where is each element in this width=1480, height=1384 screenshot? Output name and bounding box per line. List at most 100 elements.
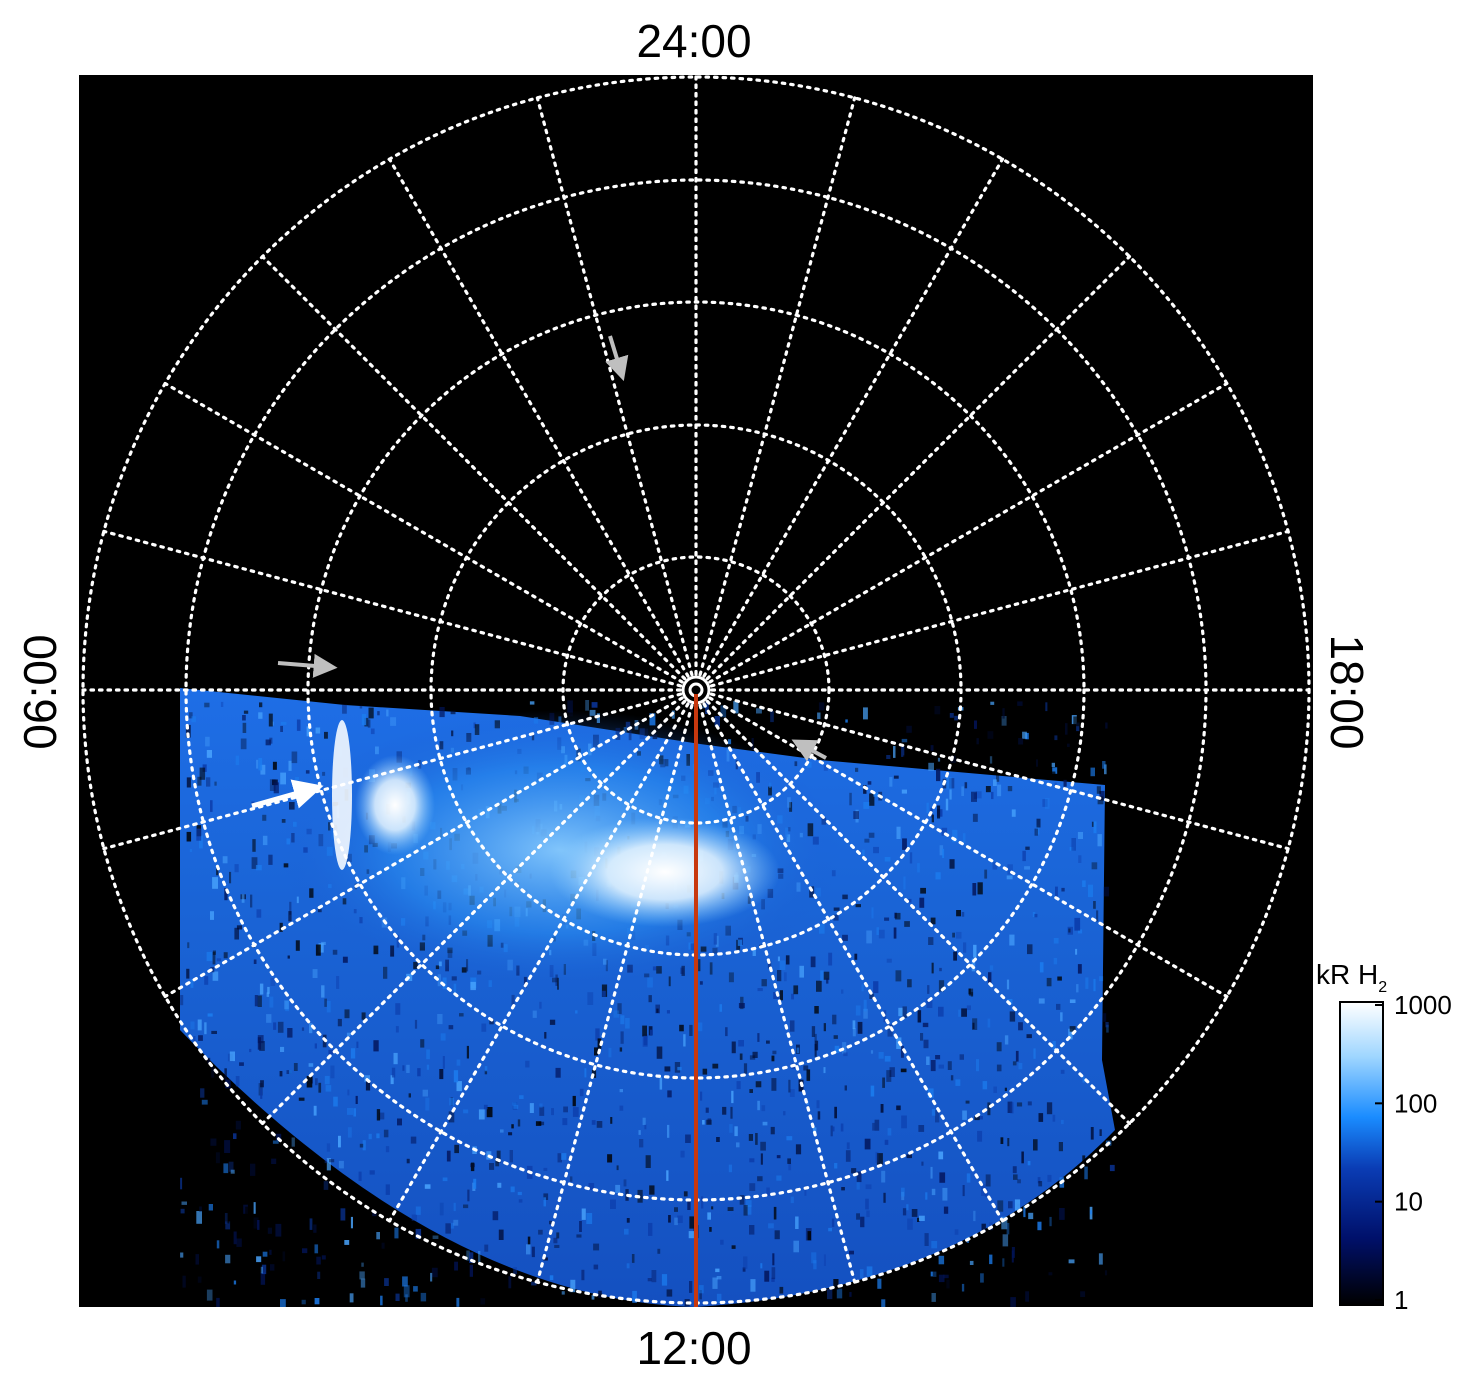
noise-speck [587, 992, 594, 1005]
noise-speck [439, 707, 445, 718]
noise-speck [230, 1169, 235, 1174]
noise-speck [315, 944, 321, 956]
noise-speck [761, 979, 767, 987]
noise-speck [481, 1023, 487, 1032]
noise-speck [1014, 1199, 1021, 1211]
grid-meridian [535, 96, 694, 677]
colorbar: kR H2 1000 100 10 1 [1316, 959, 1452, 1315]
noise-speck [810, 956, 816, 968]
noise-speck [1099, 1129, 1102, 1136]
noise-speck [804, 1185, 807, 1196]
noise-speck [185, 724, 191, 738]
noise-speck [338, 1160, 344, 1169]
noise-speck [273, 1022, 277, 1030]
noise-speck [500, 1129, 504, 1133]
noise-speck [884, 1055, 891, 1062]
noise-speck [408, 1093, 411, 1098]
noise-speck [642, 1025, 647, 1037]
noise-speck [225, 1221, 231, 1230]
noise-speck [296, 896, 299, 904]
noise-speck [430, 1272, 433, 1282]
noise-speck [900, 1045, 904, 1058]
noise-speck [260, 764, 266, 775]
noise-speck [567, 700, 573, 713]
noise-speck [1009, 1011, 1016, 1022]
noise-speck [989, 1254, 993, 1265]
noise-speck [638, 1130, 641, 1135]
noise-speck [347, 1127, 352, 1138]
noise-speck [302, 1248, 308, 1254]
noise-speck [777, 970, 782, 982]
noise-speck [268, 854, 273, 865]
noise-speck [591, 1294, 595, 1300]
noise-speck [771, 1277, 775, 1282]
noise-speck [588, 1183, 595, 1190]
noise-speck [402, 1065, 405, 1071]
noise-speck [268, 713, 273, 727]
noise-speck [1052, 767, 1058, 774]
noise-speck [739, 1053, 743, 1060]
noise-speck [376, 1133, 380, 1139]
noise-speck [180, 995, 184, 1006]
noise-speck [852, 1028, 856, 1037]
noise-speck [927, 985, 930, 994]
noise-speck [661, 1274, 668, 1286]
local-time-label-bottom: 12:00 [636, 1322, 751, 1374]
noise-speck [467, 1189, 470, 1202]
noise-speck [247, 1278, 251, 1285]
noise-speck [964, 782, 968, 789]
noise-speck [1076, 984, 1079, 993]
colorbar-tick-label: 10 [1394, 1187, 1423, 1217]
noise-speck [572, 1107, 579, 1117]
noise-speck [361, 1262, 364, 1267]
noise-speck [613, 1010, 620, 1018]
noise-speck [259, 983, 264, 995]
noise-speck [1010, 1297, 1016, 1307]
noise-speck [321, 1255, 326, 1260]
noise-speck [793, 1240, 799, 1253]
noise-speck [593, 1243, 600, 1251]
noise-speck [884, 1139, 889, 1145]
noise-speck [356, 1041, 359, 1048]
noise-speck [920, 1033, 924, 1041]
noise-speck [904, 921, 910, 927]
noise-speck [649, 1029, 653, 1036]
noise-speck [1108, 1075, 1113, 1080]
noise-speck [788, 1079, 791, 1093]
noise-speck [685, 1134, 691, 1143]
noise-speck [725, 1027, 728, 1037]
noise-speck [714, 716, 720, 727]
noise-speck [938, 1064, 944, 1069]
noise-speck [731, 1245, 736, 1249]
noise-speck [204, 976, 209, 985]
noise-speck [222, 856, 228, 864]
noise-speck [216, 1297, 220, 1307]
noise-speck [865, 1198, 869, 1210]
noise-speck [390, 1075, 394, 1085]
noise-speck [497, 1182, 502, 1188]
noise-speck [581, 1208, 586, 1220]
noise-speck [1105, 722, 1108, 729]
noise-speck [1093, 821, 1097, 834]
noise-speck [771, 1055, 775, 1062]
noise-speck [719, 1004, 722, 1012]
noise-speck [902, 1208, 907, 1216]
noise-speck [832, 1126, 835, 1132]
noise-speck [874, 1119, 880, 1131]
noise-speck [531, 1246, 535, 1258]
noise-speck [1053, 957, 1058, 965]
noise-speck [260, 1088, 263, 1099]
noise-speck [842, 894, 848, 900]
noise-speck [625, 1018, 630, 1029]
noise-speck [478, 1109, 485, 1120]
noise-speck [969, 1260, 974, 1265]
noise-speck [791, 993, 794, 1000]
noise-speck [233, 1231, 237, 1245]
noise-speck [834, 1106, 837, 1119]
grid-meridian [709, 529, 1290, 688]
noise-speck [489, 1019, 494, 1025]
noise-speck [736, 1081, 741, 1090]
noise-speck [902, 1006, 907, 1018]
noise-speck [317, 1240, 322, 1253]
noise-speck [204, 702, 210, 708]
